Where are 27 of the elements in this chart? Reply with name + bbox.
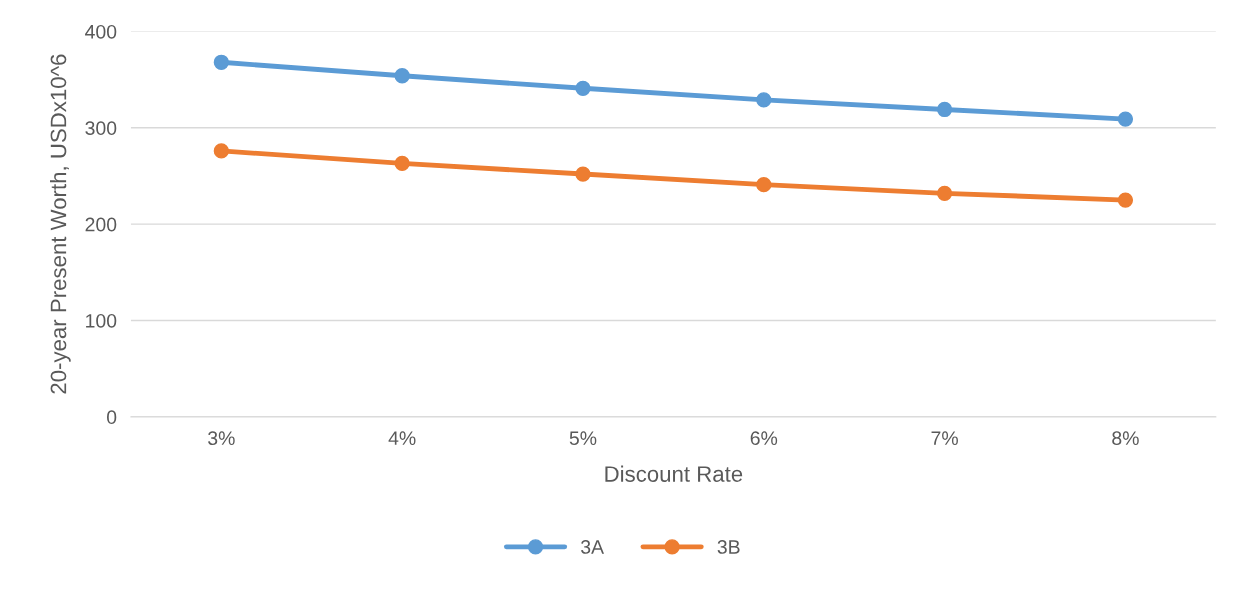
- point: [756, 92, 772, 108]
- legend-label: 3A: [581, 540, 605, 554]
- point: [1117, 111, 1134, 127]
- y-tick-label: 200: [85, 217, 117, 232]
- y-tick-label: 300: [85, 121, 117, 136]
- point: [213, 143, 229, 159]
- point: [1117, 192, 1134, 208]
- y-tick-label: 400: [85, 24, 117, 39]
- x-tick-label: 5%: [569, 431, 597, 446]
- point: [394, 155, 410, 172]
- point: [936, 185, 953, 201]
- x-axis-title: Discount Rate: [605, 465, 743, 482]
- x-tick-label: 7%: [931, 431, 958, 445]
- x-tick-label: 8%: [1112, 431, 1139, 446]
- point: [394, 68, 410, 84]
- x-tick-label: 6%: [750, 431, 778, 446]
- y-axis-title: 20-year Present Worth, USDx10^6: [50, 54, 71, 394]
- point: [756, 177, 772, 193]
- point: [213, 54, 229, 70]
- y-tick-label: 100: [86, 313, 117, 328]
- x-tick-label: 4%: [388, 431, 416, 445]
- point: [936, 101, 953, 118]
- legend-label: 3B: [717, 540, 740, 554]
- x-tick-label: 3%: [208, 431, 235, 446]
- point: [575, 80, 591, 96]
- point: [575, 166, 591, 182]
- y-tick-label: 0: [106, 410, 117, 425]
